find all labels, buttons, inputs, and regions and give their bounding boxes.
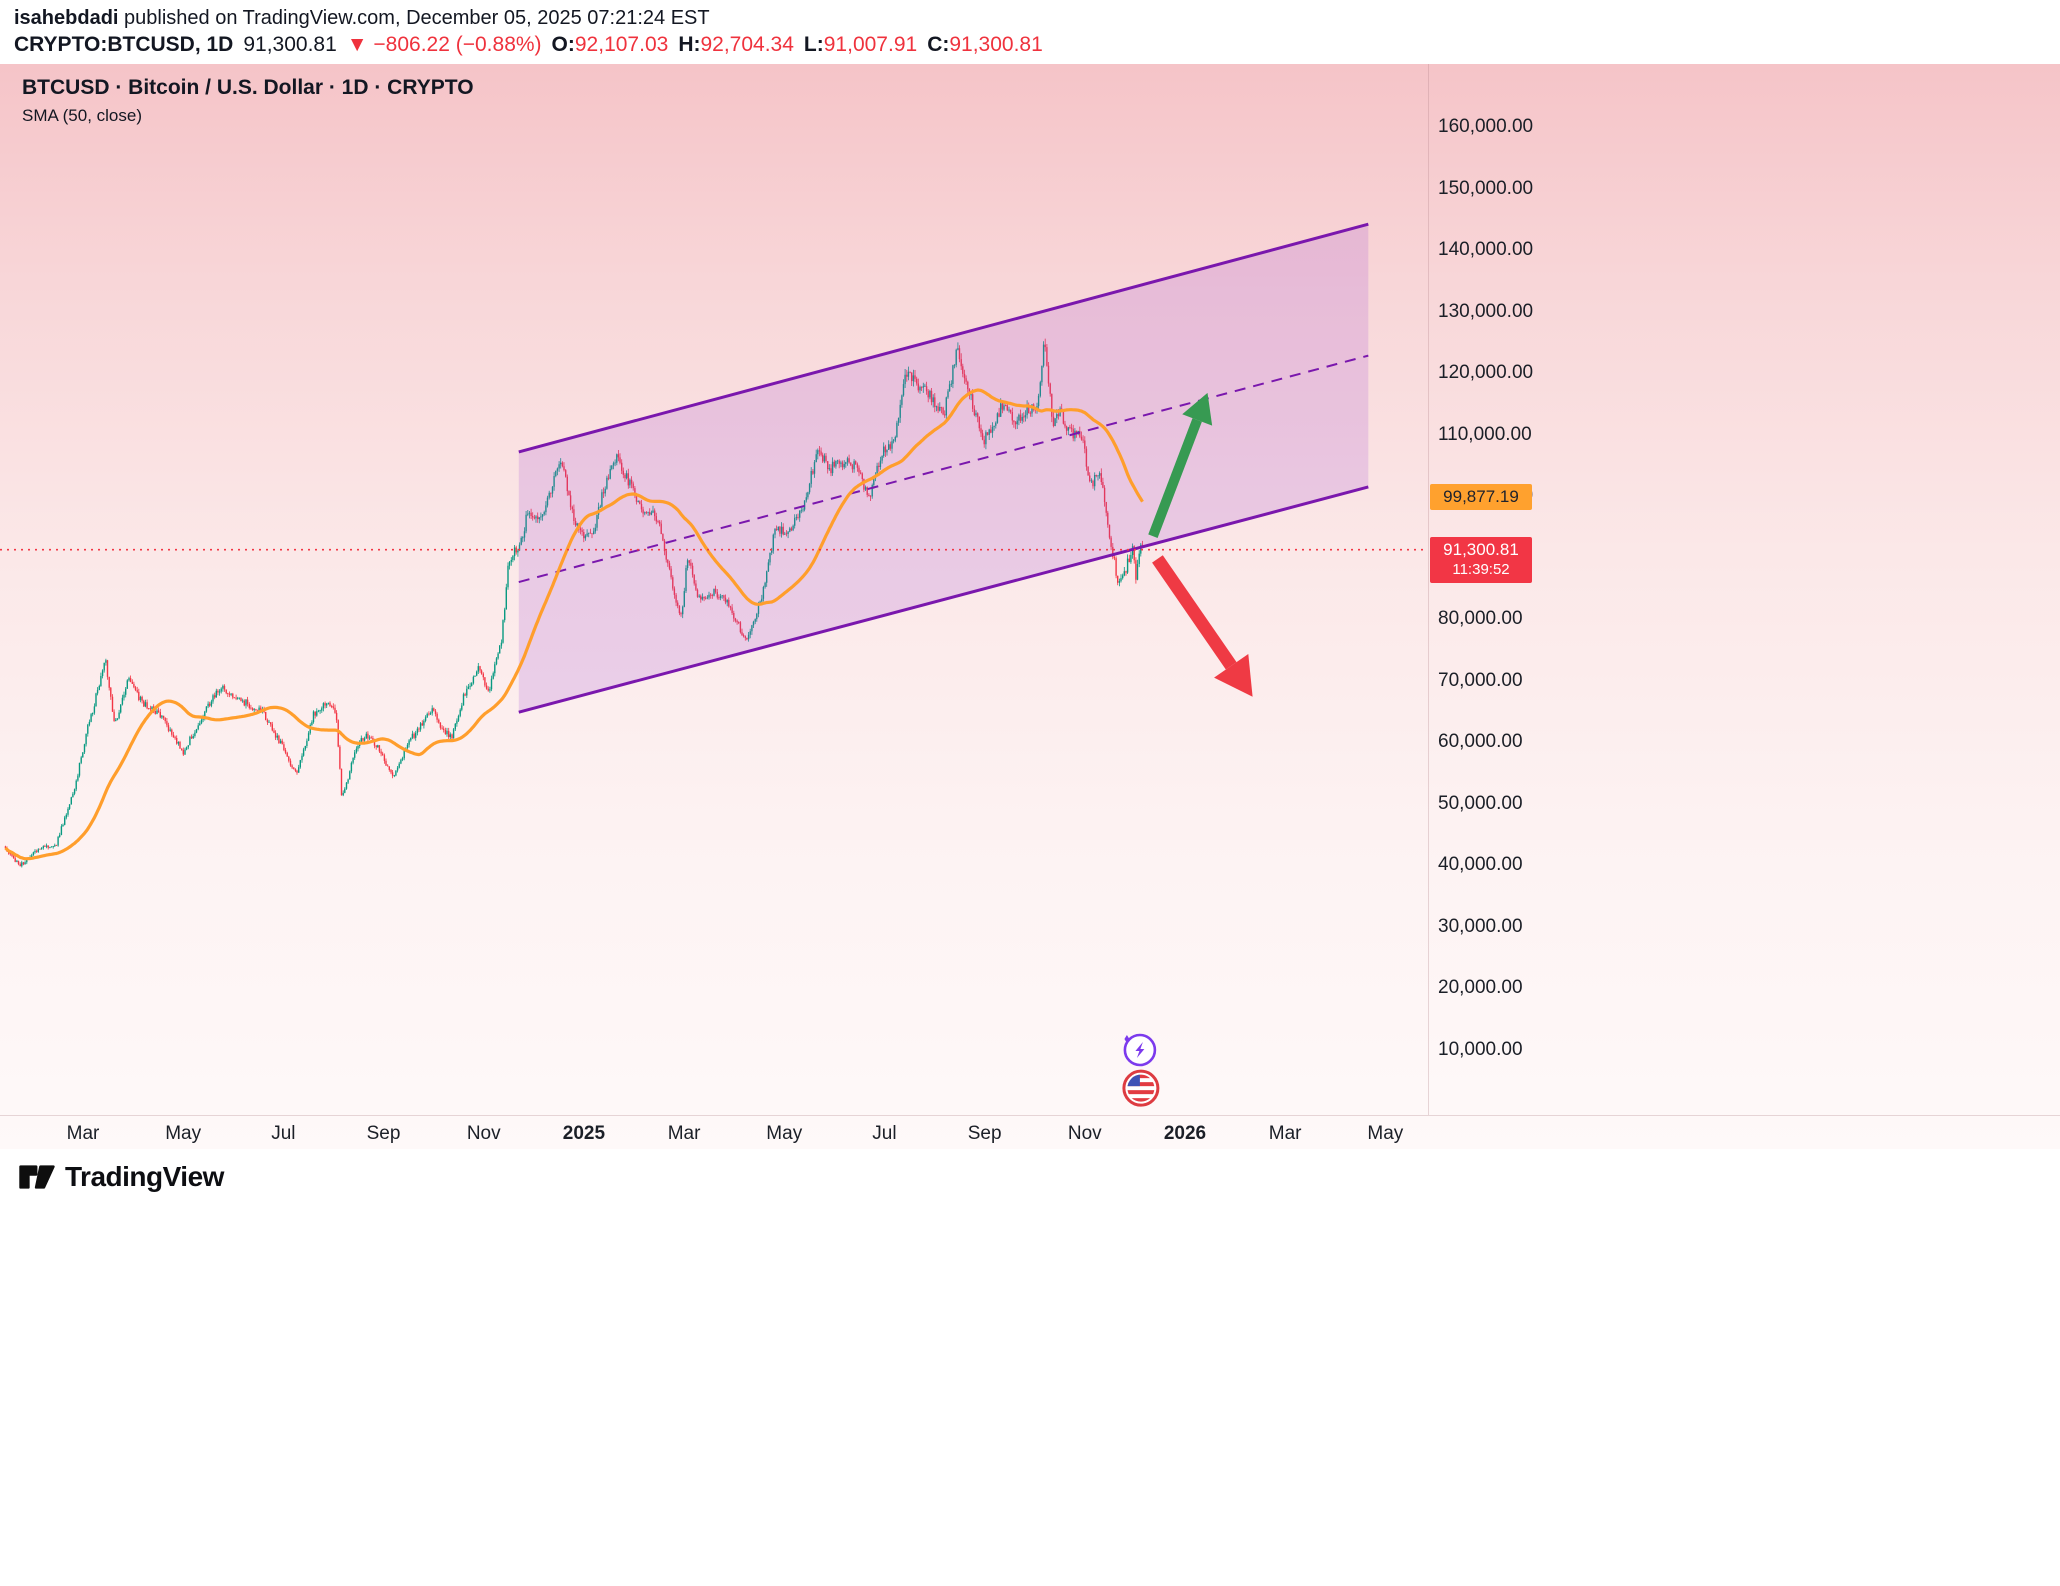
price-axis-label: 40,000.00 [1438,854,1523,876]
plot-area [0,222,1428,1107]
time-axis-label: Sep [967,1123,1002,1144]
chart-area: BTCUSD · Bitcoin / U.S. Dollar · 1D · CR… [0,64,2060,1149]
page-footer: TradingView [0,1149,2060,1586]
bullish-arrow [1148,392,1213,538]
bearish-arrow [1152,555,1253,697]
time-axis-label: Jul [271,1123,296,1144]
chart-canvas[interactable] [0,64,2060,1115]
byline-text: published on TradingView.com, December 0… [118,7,710,29]
price-axis-label: 110,000.00 [1438,423,1532,445]
price-axis-separator [1428,64,1429,1115]
price-axis-label: 160,000.00 [1438,116,1534,137]
symbol-title: BTCUSD · Bitcoin / U.S. Dollar · 1D · CR… [22,76,474,99]
ohlc-close: C:91,300.81 [927,33,1043,56]
price-axis-label: 120,000.00 [1438,362,1534,384]
current-price-value: 91,300.81 [1443,539,1519,559]
ohlc-low: L:91,007.91 [803,33,918,56]
price-axis-label: 10,000.00 [1438,1039,1523,1060]
price-axis-label: 30,000.00 [1438,915,1523,937]
sma-value-badge: 99,877.19 [1430,483,1532,510]
trend-channel [518,222,1369,714]
time-axis-label: May [1367,1123,1404,1144]
byline: isahebdadi published on TradingView.com,… [14,7,710,30]
time-axis-label: Mar [1268,1123,1302,1144]
price-axis-label: 130,000.00 [1438,300,1534,322]
symbol-ohlc-row: CRYPTO:BTCUSD, 1D 91,300.81 ▼ −806.22 (−0.… [14,33,1053,57]
price-axis-label: 80,000.00 [1438,608,1523,630]
current-price-badge: 91,300.81 11:39:52 [1430,536,1532,583]
time-axis-label: Jul [872,1123,897,1144]
price-axis-label: 20,000.00 [1438,977,1523,999]
indicator-label: SMA (50, close) [22,106,142,125]
ohlc-high: H:92,704.34 [678,33,794,56]
bar-countdown: 11:39:52 [1452,560,1510,578]
author-name: isahebdadi [14,7,119,29]
price-axis-label: 50,000.00 [1438,792,1523,814]
time-axis-label: Nov [466,1123,501,1144]
time-axis-label: Nov [1067,1123,1102,1144]
tradingview-logo-icon [19,1165,55,1189]
time-axis-label: May [766,1123,803,1144]
flash-event-icon[interactable] [1123,1033,1157,1067]
time-axis-label: May [165,1123,202,1144]
last-price: 91,300.81 [243,33,337,56]
price-change: ▼ −806.22 (−0.88%) [346,33,542,56]
tradingview-brand-link[interactable]: TradingView [18,1161,224,1193]
chart-legend: BTCUSD · Bitcoin / U.S. Dollar · 1D · CR… [22,76,474,126]
sma-line [4,388,1144,861]
time-axis-label: Mar [667,1123,701,1144]
time-axis: Mar May Jul Sep Nov 2025 Mar May Jul Sep Nov 2026 Ma… [0,1115,2060,1150]
time-axis-label: 2025 [562,1123,606,1144]
time-axis-label: Sep [366,1123,401,1144]
price-axis-label: 70,000.00 [1438,669,1523,691]
symbol-interval: CRYPTO:BTCUSD, 1D [14,33,234,56]
time-axis-label: Mar [66,1123,100,1144]
price-axis-label: 140,000.00 [1438,239,1534,261]
price-axis-label: 150,000.00 [1438,177,1534,199]
time-axis-label: 2026 [1163,1123,1207,1144]
price-axis-label: 60,000.00 [1438,731,1523,753]
tradingview-brand-text: TradingView [65,1161,224,1192]
ohlc-open: O:92,107.03 [551,33,669,56]
publish-header: isahebdadi published on TradingView.com,… [14,0,2044,64]
us-flag-event-icon[interactable] [1122,1069,1160,1107]
